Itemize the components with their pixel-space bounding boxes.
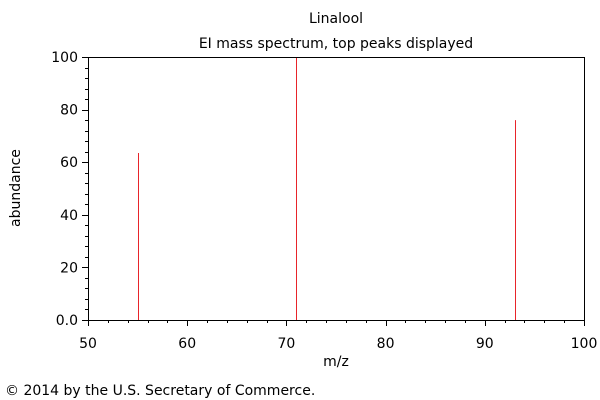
y-tick-label-100: 100 [51, 50, 78, 66]
y-tick-label-20: 20 [60, 260, 78, 276]
x-axis-label: m/z [323, 354, 349, 370]
y-tick-label-60: 60 [60, 155, 78, 171]
copyright-notice: © 2014 by the U.S. Secretary of Commerce… [5, 383, 315, 399]
ticks-layer: 50 60 70 80 90 100 0.0 20 40 60 80 100 [51, 50, 597, 352]
chart-subtitle: EI mass spectrum, top peaks displayed [199, 36, 473, 52]
axes-layer [88, 57, 585, 321]
y-tick-label-80: 80 [60, 103, 78, 119]
plot-frame [88, 57, 585, 321]
y-tick-label-40: 40 [60, 208, 78, 224]
y-tick-label-0: 0.0 [56, 313, 78, 329]
x-tick-label-50: 50 [79, 336, 97, 352]
chart-title: Linalool [309, 11, 363, 27]
x-tick-label-100: 100 [571, 336, 598, 352]
x-tick-label-70: 70 [277, 336, 295, 352]
x-tick-label-90: 90 [476, 336, 494, 352]
x-tick-label-60: 60 [178, 336, 196, 352]
y-axis-label: abundance [8, 149, 24, 227]
peaks-layer [138, 57, 516, 320]
x-tick-label-80: 80 [377, 336, 395, 352]
